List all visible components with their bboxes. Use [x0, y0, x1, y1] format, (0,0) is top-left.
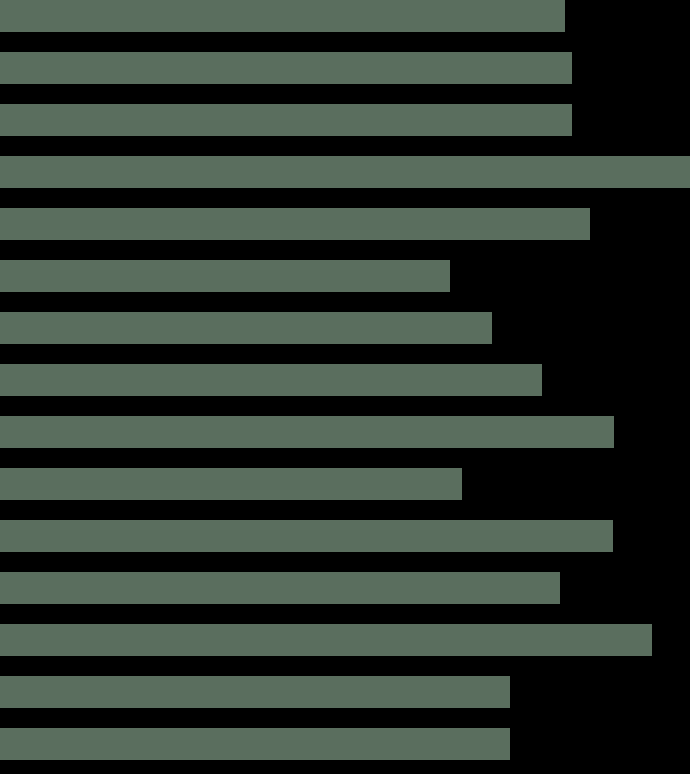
- bar-13: [0, 676, 510, 708]
- bar-5: [0, 260, 450, 292]
- bar-14: [0, 728, 510, 760]
- bar-3: [0, 156, 690, 188]
- bar-7: [0, 364, 542, 396]
- bar-4: [0, 208, 590, 240]
- bar-8: [0, 416, 614, 448]
- bar-2: [0, 104, 572, 136]
- bar-11: [0, 572, 560, 604]
- bar-10: [0, 520, 613, 552]
- bar-1: [0, 52, 572, 84]
- bar-6: [0, 312, 492, 344]
- bar-12: [0, 624, 652, 656]
- bar-9: [0, 468, 462, 500]
- bar-0: [0, 0, 565, 32]
- horizontal-bar-chart: [0, 0, 690, 774]
